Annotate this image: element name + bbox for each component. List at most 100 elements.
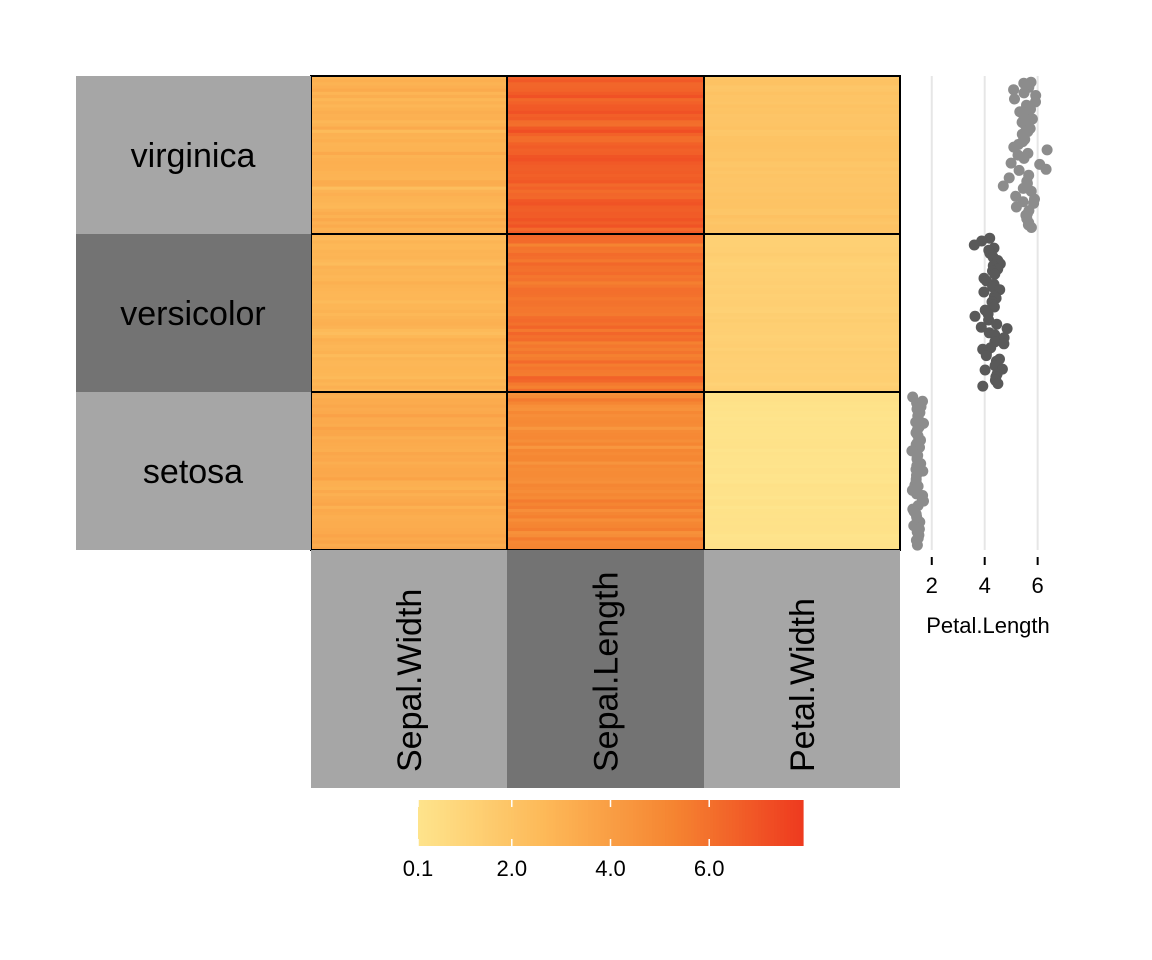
colorbar-segment — [783, 800, 788, 846]
heatmap-cell — [507, 240, 704, 245]
heatmap-cell — [311, 328, 507, 333]
side-plot-point — [1013, 164, 1025, 176]
heatmap-cell — [311, 180, 507, 185]
heatmap-cell — [704, 483, 900, 488]
heatmap-cell — [704, 252, 900, 257]
heatmap-cell — [507, 477, 704, 482]
heatmap-cell — [507, 303, 704, 308]
heatmap-cell — [704, 303, 900, 308]
heatmap-cell — [704, 170, 900, 175]
heatmap-cell — [704, 527, 900, 532]
heatmap-cell — [507, 363, 704, 368]
colorbar-segment — [456, 800, 461, 846]
heatmap-cell — [311, 404, 507, 409]
side-plot-point — [1018, 152, 1030, 164]
side-plot-tick-label: 4 — [979, 573, 991, 598]
colorbar-segment — [629, 800, 634, 846]
colorbar-segment — [507, 800, 512, 846]
heatmap-cell — [311, 297, 507, 301]
heatmap-cell — [704, 344, 900, 349]
heatmap-cell — [507, 436, 704, 440]
side-plot-tick-label: 6 — [1032, 573, 1044, 598]
heatmap-cell — [311, 319, 507, 324]
heatmap-rows — [311, 76, 900, 551]
heatmap-cell — [507, 224, 704, 229]
heatmap-cell — [311, 483, 507, 488]
heatmap-cell — [704, 455, 900, 459]
colorbar-segment — [591, 800, 596, 846]
heatmap-cell — [704, 300, 900, 305]
heatmap-cell — [704, 243, 900, 248]
heatmap-cell — [704, 224, 900, 229]
colorbar-segment — [742, 800, 746, 846]
heatmap-cell — [311, 392, 507, 396]
colorbar-segment — [504, 800, 509, 846]
colorbar-segment — [572, 800, 576, 846]
column-label: Petal.Width — [784, 598, 822, 772]
heatmap-cell — [704, 319, 900, 324]
heatmap-cell — [704, 477, 900, 482]
heatmap-cell — [704, 142, 900, 147]
heatmap-cell — [704, 256, 900, 260]
heatmap-cell — [311, 132, 507, 137]
heatmap-cell — [311, 199, 507, 203]
heatmap-cell — [704, 262, 900, 267]
heatmap-cell — [311, 290, 507, 295]
colorbar-segment — [639, 800, 644, 846]
heatmap-cell — [507, 534, 704, 538]
heatmap-cell — [311, 335, 507, 339]
heatmap-cell — [507, 439, 704, 444]
colorbar-segment — [498, 800, 503, 846]
colorbar-segment — [453, 800, 458, 846]
heatmap-cell — [507, 139, 704, 143]
heatmap-cell — [311, 173, 507, 178]
colorbar-segment — [687, 800, 692, 846]
heatmap-cell — [704, 196, 900, 200]
side-plot-point — [979, 364, 991, 376]
heatmap-cell — [311, 211, 507, 216]
heatmap-cell — [311, 205, 507, 210]
heatmap-cell — [311, 499, 507, 504]
side-plot-point — [989, 268, 1001, 280]
side-plot-point — [1009, 93, 1020, 105]
colorbar-segment — [709, 800, 714, 846]
heatmap-cell — [704, 467, 900, 472]
heatmap-cell — [507, 442, 704, 447]
heatmap-cell — [704, 189, 900, 194]
heatmap-cell — [311, 534, 507, 538]
heatmap-cell — [507, 322, 704, 327]
heatmap-cell — [311, 170, 507, 175]
heatmap-cell — [507, 392, 704, 396]
heatmap-cell — [311, 388, 507, 393]
heatmap-cell — [311, 196, 507, 200]
heatmap-cell — [311, 546, 507, 551]
heatmap-cell — [507, 360, 704, 365]
heatmap-cell — [311, 331, 507, 336]
heatmap-cell — [311, 537, 507, 542]
heatmap-cell — [507, 328, 704, 333]
heatmap-cell — [507, 518, 704, 523]
heatmap-cell — [311, 158, 507, 162]
column-annotation-block — [311, 550, 507, 788]
heatmap-cell — [507, 493, 704, 497]
heatmap-cell — [311, 344, 507, 349]
colorbar-segment — [774, 800, 778, 846]
heatmap-cell — [507, 546, 704, 551]
heatmap-cell — [704, 98, 900, 102]
heatmap-cell — [311, 426, 507, 431]
heatmap-cell — [704, 234, 900, 238]
heatmap-cell — [704, 246, 900, 251]
heatmap-cell — [704, 357, 900, 361]
heatmap-cell — [704, 489, 900, 494]
heatmap-cell — [311, 502, 507, 507]
heatmap-cell — [704, 177, 900, 181]
heatmap-cell — [311, 474, 507, 478]
heatmap-cell — [507, 369, 704, 374]
heatmap-cell — [311, 461, 507, 466]
heatmap-cell — [311, 177, 507, 181]
heatmap-cell — [507, 521, 704, 526]
heatmap-cell — [704, 540, 900, 545]
heatmap-cell — [311, 455, 507, 459]
heatmap-cell — [507, 401, 704, 406]
heatmap-cell — [507, 420, 704, 425]
